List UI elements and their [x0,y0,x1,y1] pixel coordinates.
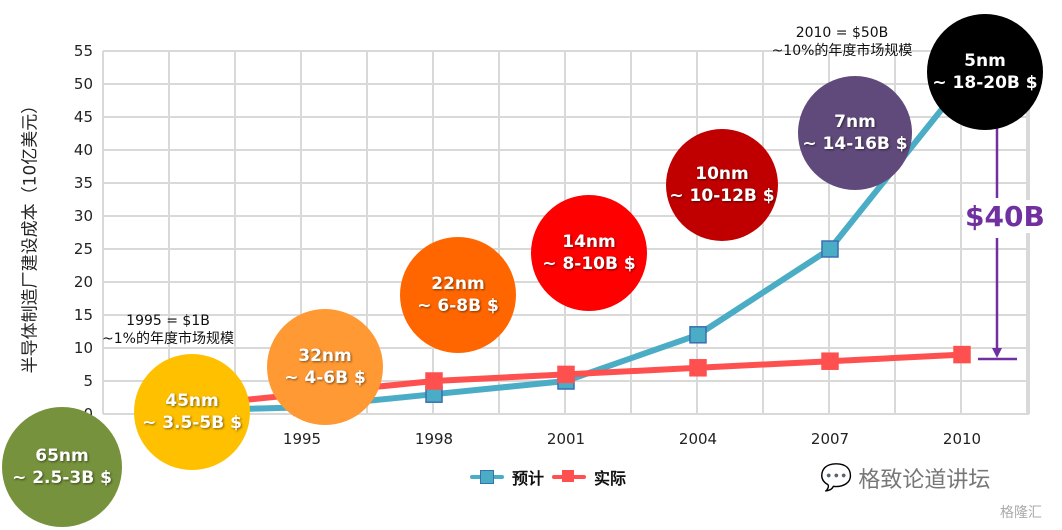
legend-swatch-projected [470,470,504,484]
bubble-node: 10nm [695,164,749,184]
y-tick-label: 55 [74,42,93,60]
arrow-head [992,348,1002,358]
annotation-2010: 2010 = $50B ~10%的年度市场规模 [771,25,913,59]
bubble-10nm: 10nm ~ 10-12B $ [666,129,778,241]
x-tick-label: 1995 [283,430,321,448]
wechat-icon: 💬 [820,463,853,493]
data-point-actual [425,372,443,390]
bubble-cost: ~ 18-20B $ [932,73,1038,93]
bubble-cost: ~ 10-12B $ [669,186,775,206]
x-tick-label: 1998 [415,430,453,448]
bubble-5nm: 5nm ~ 18-20B $ [927,14,1043,130]
x-tick-label: 2007 [811,430,849,448]
y-tick-label: 10 [74,339,93,357]
data-point-actual [689,359,707,377]
difference-arrow [978,120,1017,361]
bubble-node: 5nm [964,51,1006,71]
bubble-node: 7nm [834,112,876,132]
legend-label-projected: 预计 [512,469,545,488]
bubble-node: 22nm [431,274,485,294]
legend: 预计 实际 [470,465,626,489]
bubble-65nm: 65nm ~ 2.5-3B $ [2,407,122,527]
y-tick-label: 35 [74,174,93,192]
data-point-actual [821,352,839,370]
y-tick-label: 5 [83,372,93,390]
grid [102,50,1030,415]
bubble-cost: ~ 6-8B $ [417,296,499,316]
bubble-node: 14nm [562,232,616,252]
y-tick-label: 40 [74,141,93,159]
y-tick-label: 50 [74,75,93,93]
difference-label: $40B [963,200,1047,233]
bubble-node: 32nm [298,346,352,366]
bubble-cost: ~ 14-16B $ [802,134,908,154]
bubble-node: 45nm [165,391,219,411]
y-tick-label: 45 [74,108,93,126]
bubble-node: 65nm [35,446,89,466]
y-tick-labels: 0510152025303540455055 [74,42,93,423]
bubble-cost: ~ 2.5-3B $ [12,468,112,488]
legend-label-actual: 实际 [594,469,627,488]
y-tick-label: 25 [74,240,93,258]
bubble-cost: ~ 3.5-5B $ [142,413,242,433]
watermark: 💬 格致论道讲坛 [820,463,991,493]
bubble-32nm: 32nm ~ 4-6B $ [267,309,383,425]
bubble-cost: ~ 4-6B $ [284,368,366,388]
x-tick-labels: 1995 1998 2001 2004 2007 2010 [283,430,981,448]
bubble-22nm: 22nm ~ 6-8B $ [400,237,516,353]
bubble-45nm: 45nm ~ 3.5-5B $ [134,354,250,470]
x-tick-label: 2001 [547,430,585,448]
y-tick-label: 20 [74,273,93,291]
x-tick-label: 2004 [679,430,717,448]
x-tick-label: 2010 [943,430,981,448]
data-point-actual [953,345,971,364]
data-point-projected [821,240,839,258]
y-tick-label: 30 [74,207,93,225]
bubble-14nm: 14nm ~ 8-10B $ [531,195,647,311]
data-point-projected [689,326,707,344]
bubble-7nm: 7nm ~ 14-16B $ [798,76,912,190]
y-tick-label: 15 [74,306,93,324]
watermark-sub: 格隆汇 [1000,505,1042,521]
bubble-cost: ~ 8-10B $ [542,254,636,274]
data-point-actual [557,365,575,384]
annotation-1995: 1995 = $1B ~1%的年度市场规模 [102,313,234,347]
legend-swatch-actual [552,470,587,484]
